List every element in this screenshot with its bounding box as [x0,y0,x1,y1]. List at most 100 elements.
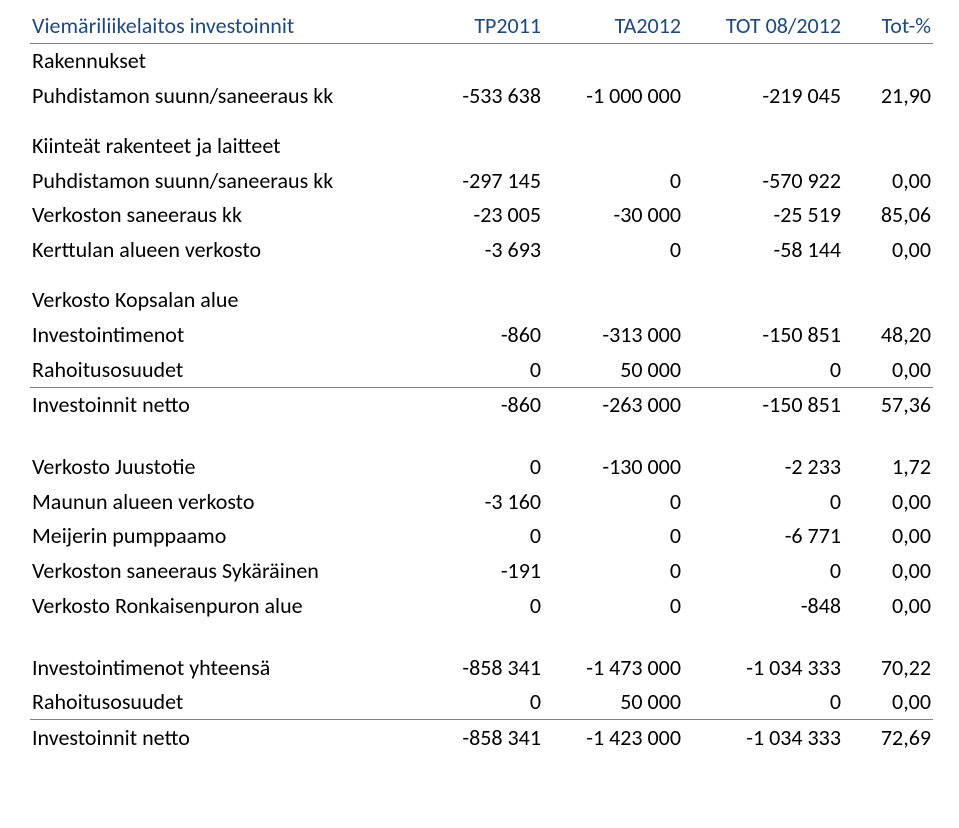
table-row: Verkosto Juustotie 0 -130 000 -2 233 1,7… [30,450,933,485]
table-row: Puhdistamon suunn/saneeraus kk -533 638 … [30,78,933,113]
spacer-row [30,623,933,650]
row-label: Maunun alueen verkosto [30,484,408,519]
cell: 0 [543,554,683,589]
col-header: TP2011 [408,8,543,43]
table-row: Maunun alueen verkosto -3 160 0 0 0,00 [30,484,933,519]
cell: 0 [408,685,543,720]
cell: 50 000 [543,685,683,720]
cell: -860 [408,387,543,422]
col-header: TA2012 [543,8,683,43]
cell: -2 233 [683,450,843,485]
row-label: Investoinnit netto [30,720,408,755]
row-label: Investoinnit netto [30,387,408,422]
cell: -858 341 [408,650,543,685]
section-heading-row: Verkosto Kopsalan alue [30,267,933,317]
cell: 0 [408,519,543,554]
cell: 0,00 [843,588,933,623]
cell: -3 160 [408,484,543,519]
cell: -191 [408,554,543,589]
row-label: Verkosto Juustotie [30,450,408,485]
row-label: Investointimenot yhteensä [30,650,408,685]
cell: 70,22 [843,650,933,685]
cell: -130 000 [543,450,683,485]
cell: -313 000 [543,318,683,353]
cell: -150 851 [683,387,843,422]
row-label: Kerttulan alueen verkosto [30,233,408,268]
cell: 0 [408,450,543,485]
cell: -58 144 [683,233,843,268]
cell: 0 [543,233,683,268]
net-row: Investoinnit netto -860 -263 000 -150 85… [30,387,933,422]
cell: 0 [408,588,543,623]
cell: 57,36 [843,387,933,422]
cell: 0 [408,352,543,387]
cell: 1,72 [843,450,933,485]
table-row: Verkosto Ronkaisenpuron alue 0 0 -848 0,… [30,588,933,623]
cell: -1 423 000 [543,720,683,755]
row-label: Rahoitusosuudet [30,685,408,720]
table-row: Verkoston saneeraus Sykäräinen -191 0 0 … [30,554,933,589]
cell: 48,20 [843,318,933,353]
cell: 0 [543,163,683,198]
cell: -1 034 333 [683,650,843,685]
cell: -858 341 [408,720,543,755]
cell: 0,00 [843,352,933,387]
cell: -1 034 333 [683,720,843,755]
table-title: Viemäriliikelaitos investoinnit [30,8,408,43]
cell: 72,69 [843,720,933,755]
totals-row: Investointimenot yhteensä -858 341 -1 47… [30,650,933,685]
cell: 0,00 [843,685,933,720]
cell: 0 [683,554,843,589]
cell: 0,00 [843,163,933,198]
cell: -23 005 [408,198,543,233]
cell: -297 145 [408,163,543,198]
row-label: Rahoitusosuudet [30,352,408,387]
cell: 0 [543,484,683,519]
cell: 0,00 [843,484,933,519]
row-label: Puhdistamon suunn/saneeraus kk [30,78,408,113]
table-row: Meijerin pumppaamo 0 0 -6 771 0,00 [30,519,933,554]
table-row: Rahoitusosuudet 0 50 000 0 0,00 [30,352,933,387]
cell: 0 [683,685,843,720]
table-row: Puhdistamon suunn/saneeraus kk -297 145 … [30,163,933,198]
table-row: Kerttulan alueen verkosto -3 693 0 -58 1… [30,233,933,268]
row-label: Investointimenot [30,318,408,353]
section-heading: Rakennukset [30,43,933,78]
cell: -570 922 [683,163,843,198]
spacer-row [30,423,933,450]
col-header: TOT 08/2012 [683,8,843,43]
row-label: Verkoston saneeraus kk [30,198,408,233]
row-label: Puhdistamon suunn/saneeraus kk [30,163,408,198]
table-row: Investointimenot -860 -313 000 -150 851 … [30,318,933,353]
row-label: Meijerin pumppaamo [30,519,408,554]
cell: -30 000 [543,198,683,233]
cell: -1 000 000 [543,78,683,113]
col-header: Tot-% [843,8,933,43]
totals-row: Rahoitusosuudet 0 50 000 0 0,00 [30,685,933,720]
cell: -533 638 [408,78,543,113]
cell: 0,00 [843,554,933,589]
row-label: Verkoston saneeraus Sykäräinen [30,554,408,589]
cell: -860 [408,318,543,353]
cell: 0,00 [843,519,933,554]
net-row: Investoinnit netto -858 341 -1 423 000 -… [30,720,933,755]
cell: 0 [543,519,683,554]
cell: -263 000 [543,387,683,422]
cell: 85,06 [843,198,933,233]
cell: -1 473 000 [543,650,683,685]
cell: -3 693 [408,233,543,268]
investments-table: Viemäriliikelaitos investoinnit TP2011 T… [30,8,933,755]
cell: 0 [683,352,843,387]
cell: 0 [543,588,683,623]
cell: 50 000 [543,352,683,387]
section-heading: Verkosto Kopsalan alue [30,267,933,317]
cell: -848 [683,588,843,623]
cell: 0,00 [843,233,933,268]
cell: -219 045 [683,78,843,113]
row-label: Verkosto Ronkaisenpuron alue [30,588,408,623]
cell: -150 851 [683,318,843,353]
cell: 21,90 [843,78,933,113]
cell: 0 [683,484,843,519]
cell: -25 519 [683,198,843,233]
table-row: Verkoston saneeraus kk -23 005 -30 000 -… [30,198,933,233]
